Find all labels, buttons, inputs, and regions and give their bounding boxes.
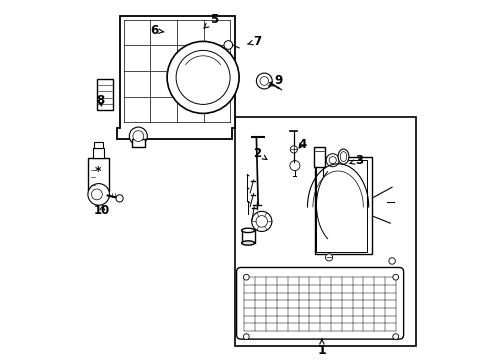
Circle shape	[129, 127, 147, 145]
Circle shape	[392, 274, 398, 280]
Circle shape	[243, 274, 249, 280]
Circle shape	[91, 189, 102, 200]
Bar	[316, 160, 366, 252]
Polygon shape	[314, 157, 371, 254]
Circle shape	[251, 211, 271, 231]
Text: 4: 4	[297, 138, 305, 150]
Circle shape	[289, 146, 297, 153]
Bar	[313, 147, 324, 167]
Text: 10: 10	[94, 204, 110, 217]
Circle shape	[256, 216, 267, 227]
Bar	[94, 142, 103, 148]
Text: 5: 5	[203, 13, 218, 28]
Ellipse shape	[241, 241, 254, 245]
Circle shape	[289, 161, 299, 171]
Circle shape	[243, 334, 249, 339]
Circle shape	[388, 258, 394, 264]
Circle shape	[133, 131, 143, 141]
Bar	[132, 139, 144, 147]
Bar	[88, 158, 109, 191]
Text: 8: 8	[96, 94, 104, 107]
Bar	[235, 117, 415, 346]
Ellipse shape	[340, 152, 346, 162]
Circle shape	[116, 195, 123, 202]
Circle shape	[325, 254, 332, 261]
Text: 3: 3	[349, 154, 363, 167]
Circle shape	[88, 184, 109, 205]
Text: 6: 6	[150, 24, 164, 37]
Text: 9: 9	[268, 75, 282, 87]
Bar	[241, 230, 254, 243]
Circle shape	[260, 77, 268, 85]
Circle shape	[176, 50, 230, 104]
Text: 1: 1	[317, 345, 325, 357]
Text: 2: 2	[252, 147, 266, 159]
Circle shape	[167, 41, 239, 113]
Circle shape	[224, 41, 232, 49]
Ellipse shape	[337, 149, 348, 164]
FancyBboxPatch shape	[236, 267, 403, 339]
Ellipse shape	[241, 228, 254, 233]
Polygon shape	[117, 16, 235, 139]
Circle shape	[392, 334, 398, 339]
Bar	[93, 148, 104, 158]
Circle shape	[328, 157, 336, 164]
Text: 7: 7	[247, 35, 261, 48]
Circle shape	[256, 73, 272, 89]
Circle shape	[325, 154, 339, 167]
Text: *: *	[94, 165, 101, 177]
Bar	[97, 79, 113, 110]
